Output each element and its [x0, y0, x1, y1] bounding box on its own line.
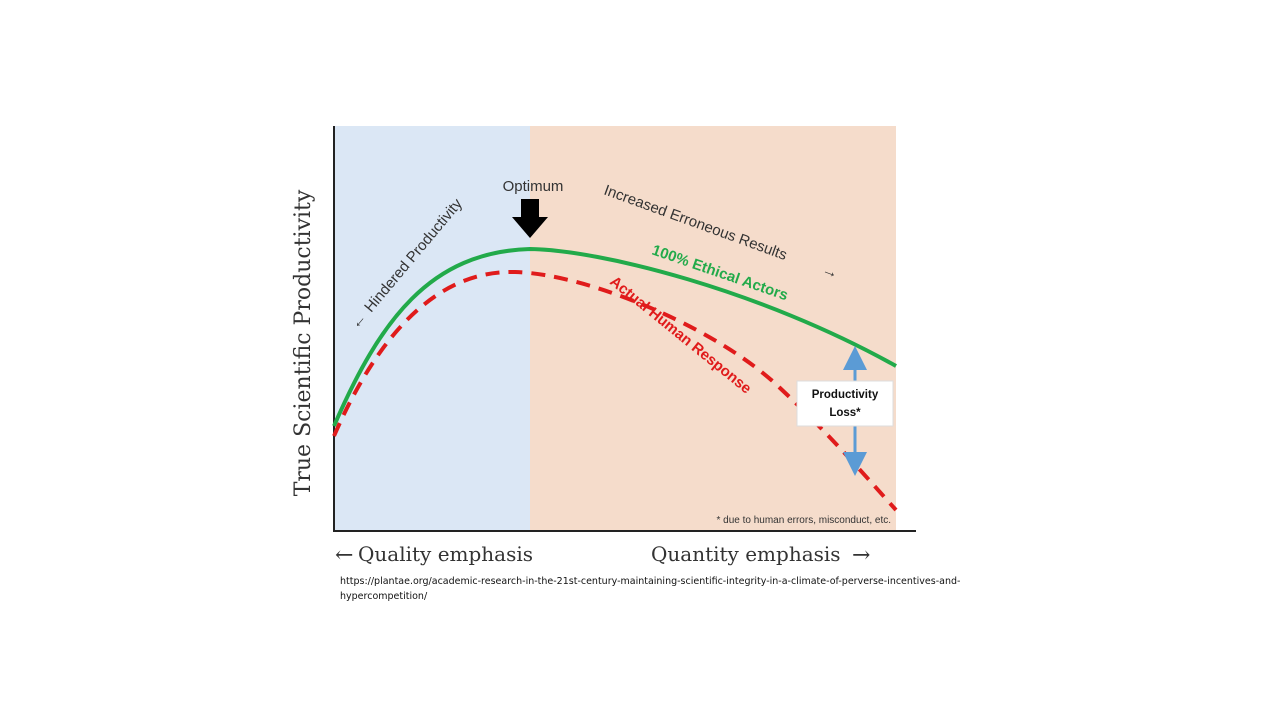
y-axis-label: True Scientific Productivity	[291, 189, 316, 496]
quality-region	[334, 126, 530, 530]
x-left-arrow-icon: ←	[335, 543, 353, 568]
x-right-arrow-icon: →	[852, 543, 870, 568]
productivity-loss-line1: Productivity	[812, 389, 879, 401]
quality-emphasis-label: Quality emphasis	[358, 542, 533, 566]
ethical-actors-curve	[332, 246, 897, 427]
human-response-curve	[332, 269, 898, 512]
optimum-label: Optimum	[503, 178, 564, 195]
optimum-arrow-icon	[512, 199, 548, 238]
source-url-line1[interactable]: https://plantae.org/academic-research-in…	[340, 576, 961, 587]
productivity-loss-line2: Loss*	[829, 407, 861, 419]
productivity-loss-box	[796, 380, 894, 427]
right-arrow-icon: →	[820, 261, 841, 282]
footnote: * due to human errors, misconduct, etc.	[716, 515, 891, 526]
quantity-region	[530, 126, 896, 530]
source-url-line2[interactable]: hypercompetition/	[340, 591, 428, 602]
quantity-emphasis-label: Quantity emphasis	[651, 542, 841, 566]
source-citation: https://plantae.org/academic-research-in…	[340, 574, 961, 604]
